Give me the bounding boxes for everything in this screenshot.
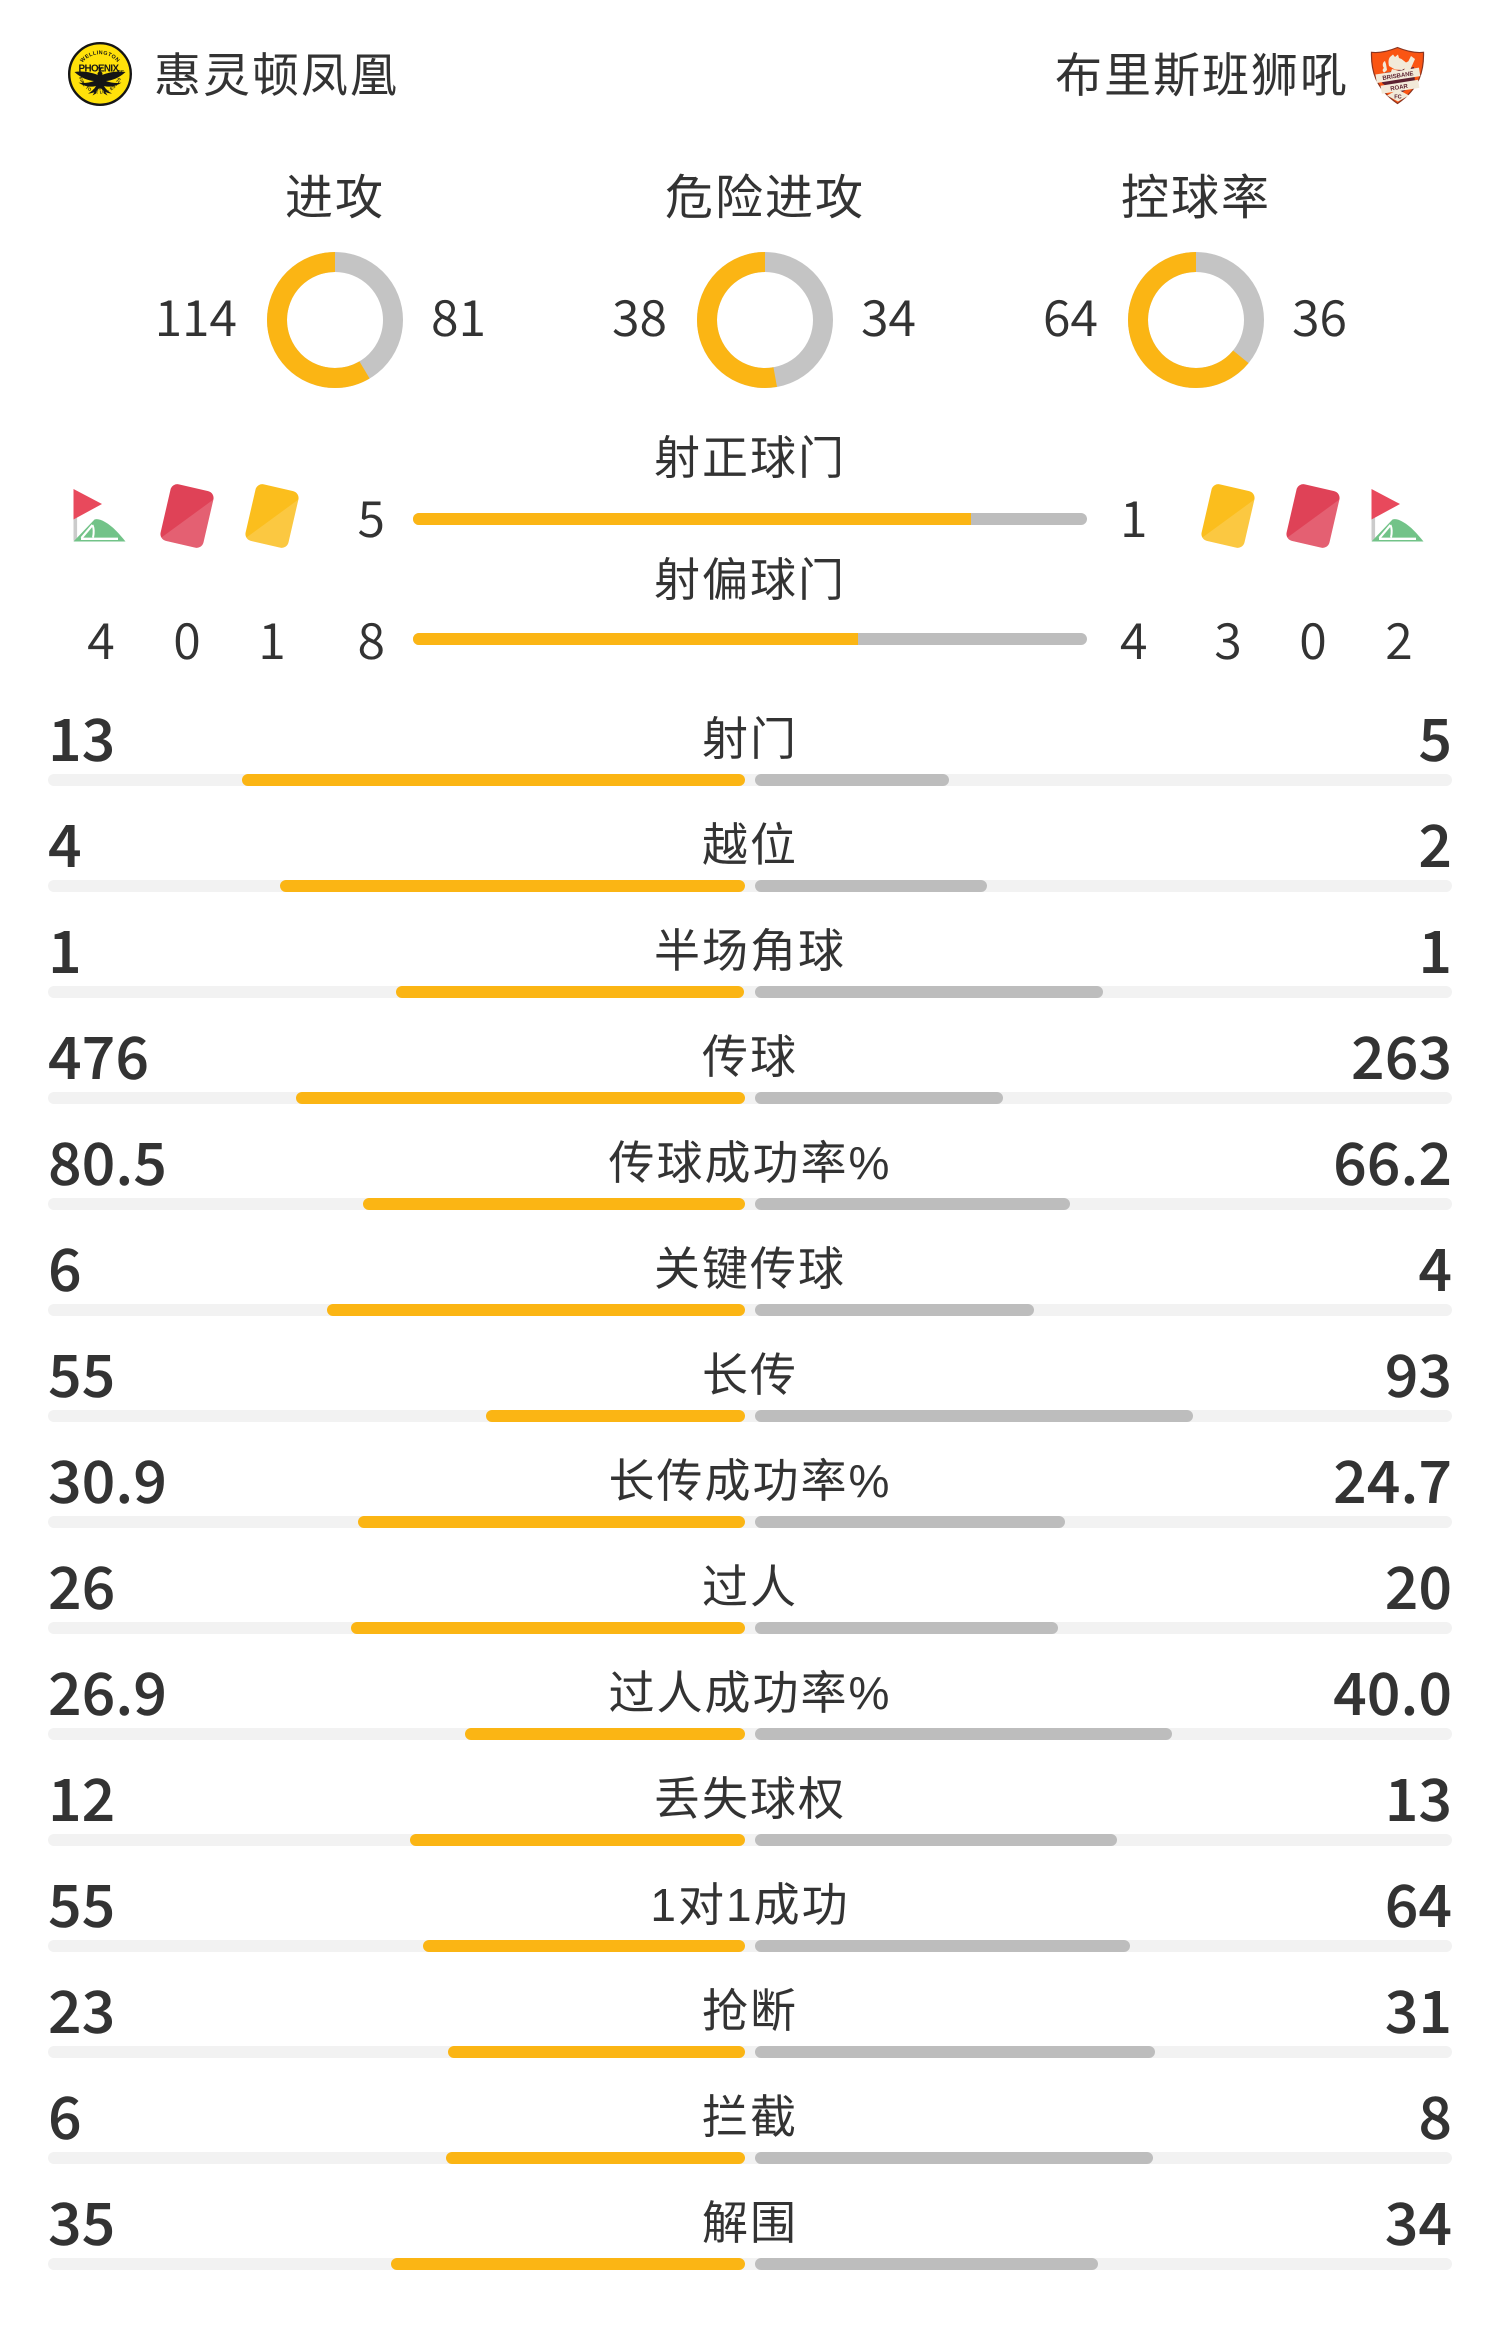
svg-text:BRISBANE: BRISBANE: [1382, 71, 1414, 82]
svg-text:ROAR: ROAR: [1390, 84, 1409, 93]
svg-text:FC: FC: [1394, 94, 1401, 100]
svg-text:FC: FC: [118, 69, 125, 74]
